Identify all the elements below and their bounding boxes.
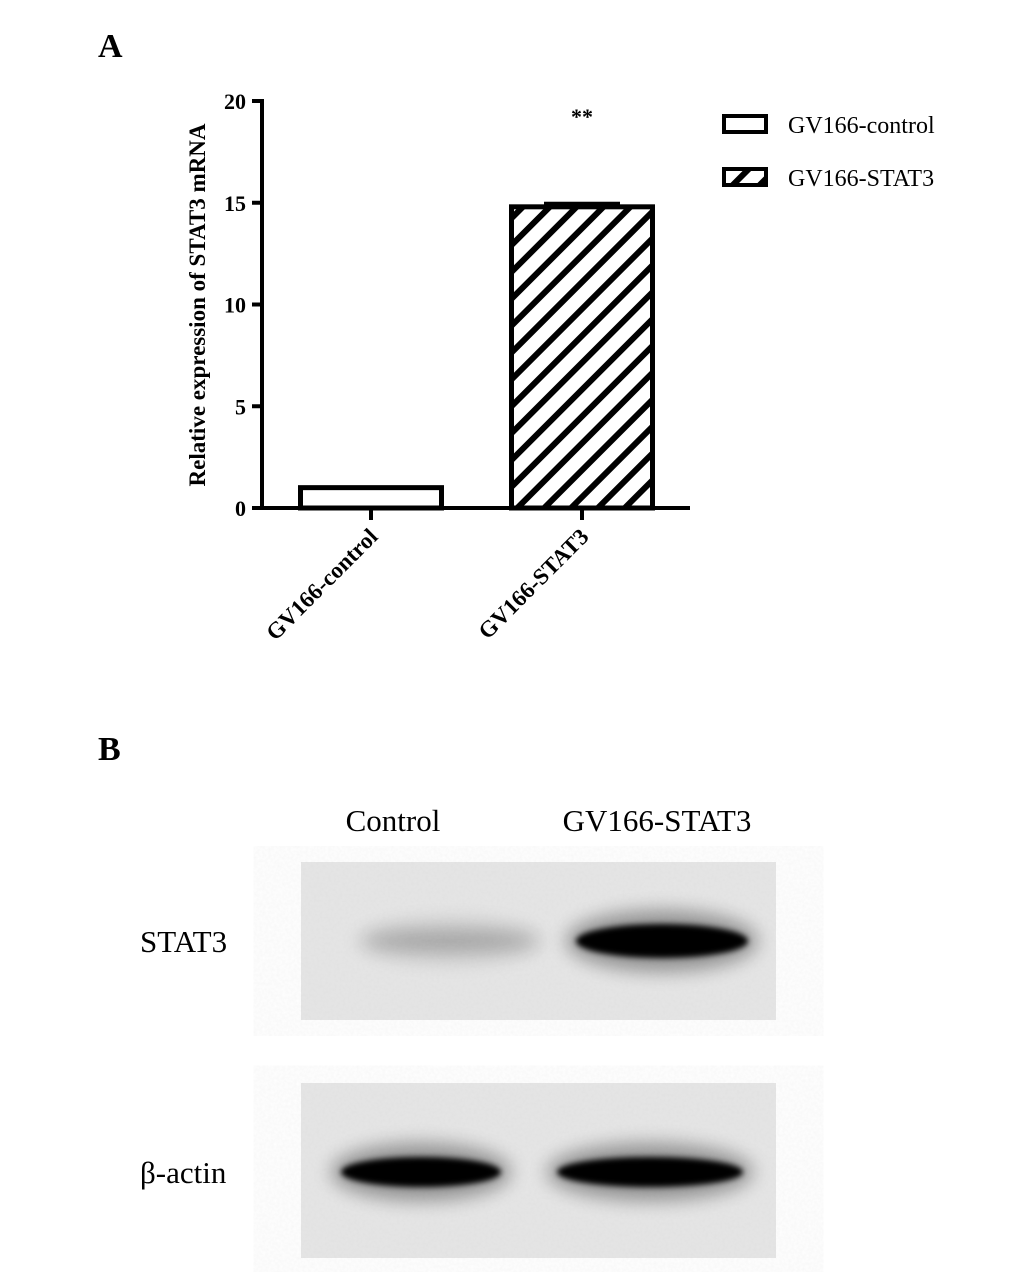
bar-chart: Relative expression of STAT3 mRNA 0 5 10 15… xyxy=(185,89,935,645)
band xyxy=(576,924,748,958)
band xyxy=(365,931,535,951)
y-tick-label: 0 xyxy=(235,496,246,521)
bars: ** xyxy=(298,104,655,511)
y-tick-label: 10 xyxy=(224,293,246,318)
y-ticks: 0 5 10 15 20 xyxy=(224,89,262,521)
x-categories: GV166-control GV166-STAT3 xyxy=(261,508,594,645)
lane-label: Control xyxy=(346,803,441,838)
significance-annotation: ** xyxy=(571,104,593,129)
legend-swatch xyxy=(722,114,768,134)
western-blot: Control GV166-STAT3 STAT3 β-actin xyxy=(140,803,776,1258)
y-tick-label: 15 xyxy=(224,191,246,216)
y-tick-label: 5 xyxy=(235,394,246,419)
y-tick-label: 20 xyxy=(224,89,246,114)
y-axis-title: Relative expression of STAT3 mRNA xyxy=(185,123,210,486)
x-category-label: GV166-control xyxy=(261,524,382,645)
legend-swatch xyxy=(722,167,768,187)
lane-label: GV166-STAT3 xyxy=(563,803,752,838)
blot-strip xyxy=(301,1083,776,1258)
blot-strip xyxy=(301,862,776,1020)
bar xyxy=(509,204,655,511)
panel-label-a: A xyxy=(98,28,123,65)
legend: GV166-control GV166-STAT3 xyxy=(722,113,935,192)
legend-label: GV166-control xyxy=(788,113,935,139)
band xyxy=(341,1157,501,1187)
bar xyxy=(298,485,444,511)
band xyxy=(557,1157,743,1187)
panel-label-b: B xyxy=(98,731,121,768)
legend-label: GV166-STAT3 xyxy=(788,166,934,192)
blot-row-label: STAT3 xyxy=(140,924,227,959)
blot-row-label: β-actin xyxy=(140,1155,227,1190)
x-category-label: GV166-STAT3 xyxy=(473,524,593,644)
